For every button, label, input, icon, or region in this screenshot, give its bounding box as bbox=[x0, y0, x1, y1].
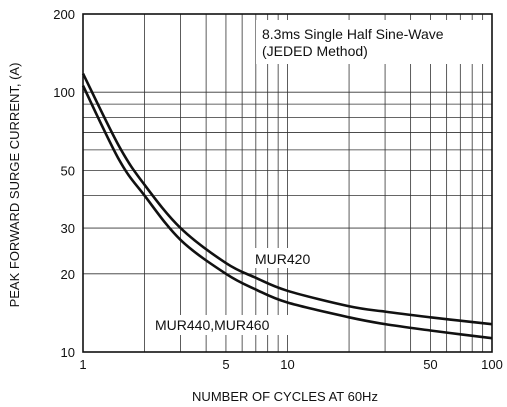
annotation-line-1: 8.3ms Single Half Sine-Wave bbox=[262, 26, 444, 42]
x-tick-label: 50 bbox=[423, 357, 437, 372]
annotation-line-2: (JEDED Method) bbox=[262, 43, 368, 59]
x-tick-label: 5 bbox=[222, 357, 229, 372]
y-tick-label: 30 bbox=[61, 221, 75, 236]
y-axis-title: PEAK FORWARD SURGE CURRENT, (A) bbox=[7, 63, 22, 308]
tick-labels: 1 5 10 50 100 10 20 30 50 100 200 bbox=[53, 7, 503, 372]
y-tick-label: 20 bbox=[61, 267, 75, 282]
series-label-mur440-background bbox=[152, 315, 290, 335]
y-tick-label: 100 bbox=[53, 85, 75, 100]
y-tick-label: 10 bbox=[61, 345, 75, 360]
x-tick-label: 1 bbox=[79, 357, 86, 372]
x-axis-title: NUMBER OF CYCLES AT 60Hz bbox=[192, 389, 378, 404]
x-tick-label: 10 bbox=[280, 357, 294, 372]
series-label-mur420-background bbox=[252, 248, 324, 268]
series-label-mur420: MUR420 bbox=[255, 251, 310, 267]
y-tick-label: 200 bbox=[53, 7, 75, 22]
gridlines bbox=[83, 14, 492, 352]
plot-frame bbox=[82, 13, 493, 353]
data-curves bbox=[81, 72, 493, 340]
y-tick-label: 50 bbox=[61, 163, 75, 178]
series-label-mur440-group: MUR440,MUR460 bbox=[152, 315, 290, 335]
annotation-background bbox=[256, 20, 488, 64]
x-tick-label: 100 bbox=[481, 357, 503, 372]
annotation-box: 8.3ms Single Half Sine-Wave (JEDED Metho… bbox=[256, 20, 488, 64]
series-line-mur440-mur460 bbox=[81, 85, 493, 340]
series-label-mur440-mur460: MUR440,MUR460 bbox=[155, 317, 270, 333]
series-line-mur420 bbox=[81, 72, 493, 326]
series-label-mur420-group: MUR420 bbox=[252, 248, 324, 268]
